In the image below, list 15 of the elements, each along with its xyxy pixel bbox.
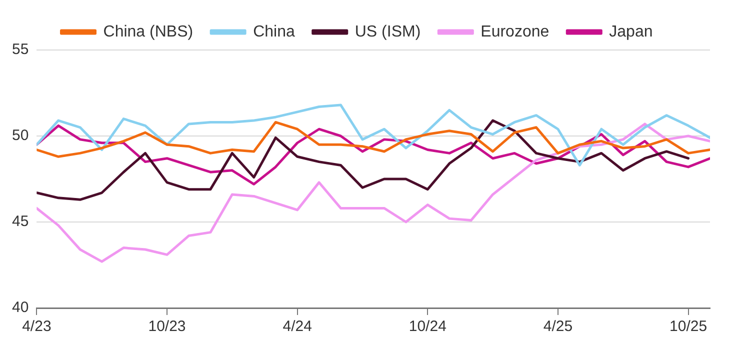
legend-label: Eurozone <box>480 23 550 40</box>
legend-label: China <box>253 23 295 40</box>
x-tick-label: 4/25 <box>543 318 573 336</box>
y-tick-label: 40 <box>12 299 29 316</box>
x-tick-label: 10/25 <box>670 318 708 336</box>
y-tick-label: 45 <box>12 213 29 230</box>
y-tick-label: 50 <box>12 127 29 144</box>
legend-label: Japan <box>609 23 653 40</box>
legend-label: US (ISM) <box>354 23 421 40</box>
x-tick-label: 10/23 <box>148 318 186 336</box>
x-tick-label: 4/24 <box>282 318 312 336</box>
legend-label: China (NBS) <box>103 23 194 40</box>
x-tick-label: 10/24 <box>408 318 446 336</box>
y-tick-label: 55 <box>12 41 29 58</box>
x-tick-label: 4/23 <box>22 318 52 336</box>
